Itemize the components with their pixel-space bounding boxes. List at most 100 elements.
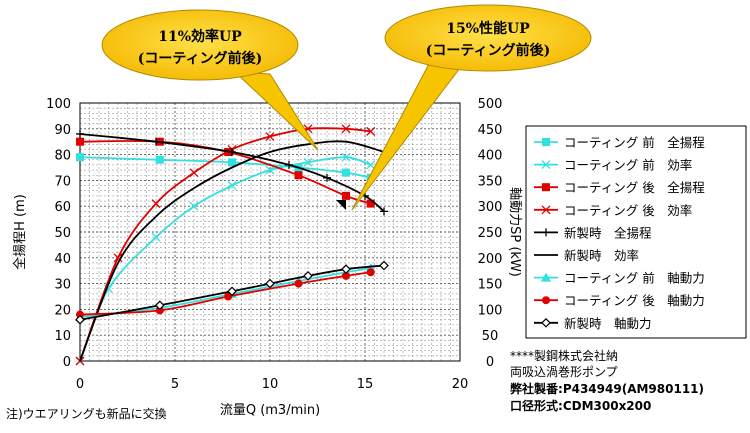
x-tick-label: 5	[171, 377, 179, 392]
x-axis-label: 流量Q (m3/min)	[220, 403, 320, 418]
data-point	[541, 160, 551, 170]
data-point	[342, 191, 350, 200]
data-point	[75, 314, 85, 325]
callout-efficiency: 11%効率UP (コーティング前後)	[101, 9, 319, 151]
right-tick-label: 200	[478, 252, 503, 267]
data-point	[265, 278, 275, 289]
data-point	[294, 279, 303, 288]
series-6	[79, 140, 385, 362]
data-point	[541, 272, 551, 282]
data-point	[542, 296, 550, 305]
right-tick-label: 150	[478, 278, 503, 293]
legend-item: 新製時 効率	[534, 248, 639, 263]
legend-item: コーティング 後 軸動力	[534, 293, 705, 308]
data-point	[265, 132, 275, 141]
left-tick-label: 80	[54, 149, 71, 164]
info-line-3-value: P434949(AM980111)	[563, 382, 704, 396]
right-tick-label: 400	[478, 149, 503, 164]
legend-label: コーティング 後 全揚程	[564, 180, 705, 195]
data-point	[366, 126, 376, 136]
legend-item: 新製時 軸動力	[534, 316, 652, 331]
legend-label: 新製時 全揚程	[564, 225, 652, 240]
data-point	[76, 129, 84, 138]
info-line-2: 両吸込渦巻形ポンプ	[510, 364, 618, 379]
left-tick-label: 30	[54, 278, 71, 293]
callout-efficiency-line2: (コーティング前後)	[138, 50, 262, 67]
right-tick-label: 500	[478, 97, 503, 112]
right-tick-label: 350	[478, 174, 503, 189]
data-point	[155, 155, 164, 164]
footnote: 注)ウエアリングも新品に交換	[6, 406, 167, 421]
data-point	[366, 160, 376, 170]
data-point	[341, 124, 351, 134]
data-point	[379, 260, 389, 271]
info-line-4-value: CDM300x200	[563, 399, 652, 413]
data-point	[366, 199, 375, 208]
data-point	[265, 165, 275, 175]
x-tick-label: 10	[262, 377, 279, 392]
data-point	[228, 148, 236, 157]
legend-label: コーティング 後 効率	[564, 203, 692, 218]
info-line-4: 口径形式:CDM300x200	[510, 398, 651, 413]
series-layer	[75, 124, 389, 366]
data-point	[76, 153, 84, 162]
info-line-3: 弊社製番:P434949(AM980111)	[510, 381, 704, 396]
series-8	[76, 268, 375, 319]
plot-grid	[80, 103, 460, 361]
info-line-1: ****製鋼株式会社納	[510, 348, 618, 363]
callout-performance-line2: (コーティング前後)	[426, 42, 550, 59]
series-5	[76, 129, 388, 216]
data-point	[76, 310, 84, 319]
right-axis-label: 軸動力SP (kW)	[507, 187, 522, 277]
left-axis-ticks: 0 10 20 30 40 50 60 70 80 90 100	[46, 97, 71, 370]
left-tick-label: 10	[54, 329, 71, 344]
legend-label: コーティング 後 軸動力	[564, 293, 705, 308]
data-point	[227, 181, 237, 191]
legend-label: コーティング 前 軸動力	[564, 271, 705, 286]
right-tick-label: 0	[486, 355, 494, 370]
data-point	[341, 264, 351, 275]
data-point	[154, 300, 165, 311]
data-point	[152, 137, 160, 146]
left-tick-label: 60	[54, 200, 71, 215]
series-6-line	[79, 140, 385, 362]
data-point	[542, 138, 550, 146]
legend-item: コーティング 後 全揚程	[534, 180, 705, 195]
data-point	[542, 228, 550, 237]
data-point	[285, 160, 293, 169]
data-point	[189, 201, 199, 211]
legend-label: 新製時 効率	[564, 248, 639, 263]
callout-performance-line1: 15%性能UP	[446, 20, 530, 37]
data-point	[323, 173, 331, 182]
data-point	[342, 168, 350, 177]
right-tick-label: 50	[482, 329, 499, 344]
data-point	[224, 292, 233, 301]
data-point	[189, 168, 199, 178]
left-tick-label: 100	[46, 97, 71, 112]
right-tick-label: 300	[478, 200, 503, 215]
left-tick-label: 50	[54, 226, 71, 241]
data-point	[380, 207, 388, 216]
callout-performance: 15%性能UP (コーティング前後)	[351, 4, 592, 211]
legend-item: コーティング 前 軸動力	[534, 271, 705, 286]
data-point	[366, 268, 375, 277]
series-9	[75, 260, 389, 325]
right-tick-label: 250	[478, 226, 503, 241]
legend-item: コーティング 後 効率	[534, 203, 692, 218]
left-tick-label: 20	[54, 303, 71, 318]
pointer-arrow-icon	[336, 200, 346, 210]
data-point	[541, 205, 551, 215]
legend-item: 新製時 全揚程	[534, 225, 652, 240]
data-point	[76, 137, 84, 146]
info-line-4-label: 口径形式:	[510, 398, 563, 413]
data-point	[542, 183, 550, 192]
legend-box	[525, 125, 747, 339]
legend-label: 新製時 軸動力	[564, 316, 652, 331]
left-tick-label: 40	[54, 252, 71, 267]
left-tick-label: 90	[54, 123, 71, 138]
data-point	[342, 271, 350, 280]
legend-label: コーティング 前 全揚程	[564, 135, 705, 150]
x-tick-label: 20	[452, 377, 469, 392]
data-point	[151, 232, 161, 242]
